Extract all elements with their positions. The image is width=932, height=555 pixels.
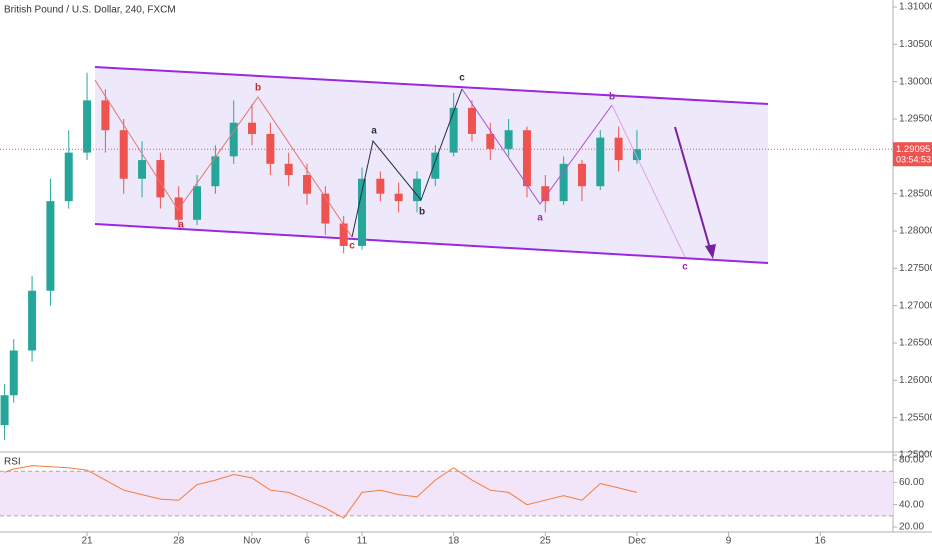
y-tick-label: 1.26000 xyxy=(899,375,932,386)
candle-body xyxy=(431,152,440,179)
rsi-title: RSI xyxy=(4,457,21,468)
y-tick-label: 1.26500 xyxy=(899,338,932,349)
y-tick-label: 1.30000 xyxy=(899,76,932,87)
wave-label: c xyxy=(682,262,688,273)
y-tick-label: 1.28000 xyxy=(899,226,932,237)
candle-body xyxy=(211,156,220,187)
candle-body xyxy=(632,149,641,161)
candle-body xyxy=(119,130,128,179)
wave-label: b xyxy=(609,92,615,103)
wave-dark xyxy=(351,88,463,238)
candle-body xyxy=(138,160,147,179)
wave-label: a xyxy=(371,126,377,137)
y-tick-label: 60.00 xyxy=(899,477,924,488)
y-tick-label: 1.29500 xyxy=(899,114,932,125)
x-tick-label: 16 xyxy=(815,536,827,547)
candle-body xyxy=(193,186,202,220)
x-tick-label: 21 xyxy=(82,536,94,547)
candle-body xyxy=(156,160,165,198)
candle-body xyxy=(504,130,513,149)
wave-label: c xyxy=(459,73,465,84)
y-tick-label: 1.25500 xyxy=(899,412,932,423)
y-tick-label: 1.31000 xyxy=(899,2,932,13)
wave-red xyxy=(94,79,353,238)
y-tick-label: 20.00 xyxy=(899,522,924,533)
y-tick-label: 1.25000 xyxy=(899,450,932,461)
wave-label: b xyxy=(419,207,425,218)
channel-lower xyxy=(94,223,769,264)
x-tick-label: 18 xyxy=(448,536,460,547)
rsi-band xyxy=(0,471,893,516)
candle-body xyxy=(284,163,293,176)
candle-body xyxy=(28,290,37,351)
candle-body xyxy=(46,201,55,291)
candle-body xyxy=(394,193,403,202)
x-tick-label: 6 xyxy=(304,536,310,547)
y-tick-label: 1.30500 xyxy=(899,39,932,50)
candle-body xyxy=(83,100,92,153)
candle-body xyxy=(412,178,421,202)
wave-purple xyxy=(461,88,613,205)
candle-body xyxy=(339,223,348,246)
y-tick-label: 40.00 xyxy=(899,499,924,510)
arrow-head xyxy=(705,244,716,259)
candle-body xyxy=(303,175,312,194)
rsi-line xyxy=(4,465,638,519)
arrow xyxy=(674,126,712,253)
candle-body xyxy=(64,152,73,202)
wave-label: a xyxy=(178,220,184,231)
wave-label: a xyxy=(537,213,543,224)
candle-body xyxy=(229,122,238,157)
channel-upper xyxy=(94,66,769,105)
candle-body xyxy=(321,193,330,224)
y-tick-label: 1.27000 xyxy=(899,300,932,311)
countdown: 03:54:53 xyxy=(896,155,931,165)
last-price-label: 1.29095 xyxy=(896,144,930,155)
candle-body xyxy=(248,122,257,134)
candle-body xyxy=(541,186,550,202)
candle-body xyxy=(449,107,458,153)
candle-body xyxy=(596,137,605,187)
y-tick-label: 1.27500 xyxy=(899,263,932,274)
last-price-box xyxy=(893,142,932,167)
wave-label: c xyxy=(349,241,355,252)
candle-body xyxy=(522,130,531,187)
candle-body xyxy=(486,133,495,149)
candle-body xyxy=(467,107,476,134)
candle-body xyxy=(0,395,9,426)
y-tick-label: 1.28500 xyxy=(899,188,932,199)
x-tick-label: 25 xyxy=(540,536,552,547)
candle-body xyxy=(358,178,367,246)
wave-projection xyxy=(611,104,686,258)
candle-body xyxy=(577,163,586,187)
y-tick-label: 80.00 xyxy=(899,455,924,466)
candle-body xyxy=(9,350,18,396)
candle-body xyxy=(101,100,110,131)
candle-body xyxy=(376,178,385,194)
x-tick-label: 11 xyxy=(357,536,368,547)
candle-body xyxy=(559,163,568,202)
x-tick-label: Nov xyxy=(243,536,261,547)
candles xyxy=(0,72,641,441)
x-tick-label: 9 xyxy=(726,536,732,547)
wave-label: b xyxy=(255,83,261,94)
chart-title: British Pound / U.S. Dollar, 240, FXCM xyxy=(4,5,176,16)
x-tick-label: 28 xyxy=(173,536,185,547)
x-tick-label: Dec xyxy=(628,536,646,547)
